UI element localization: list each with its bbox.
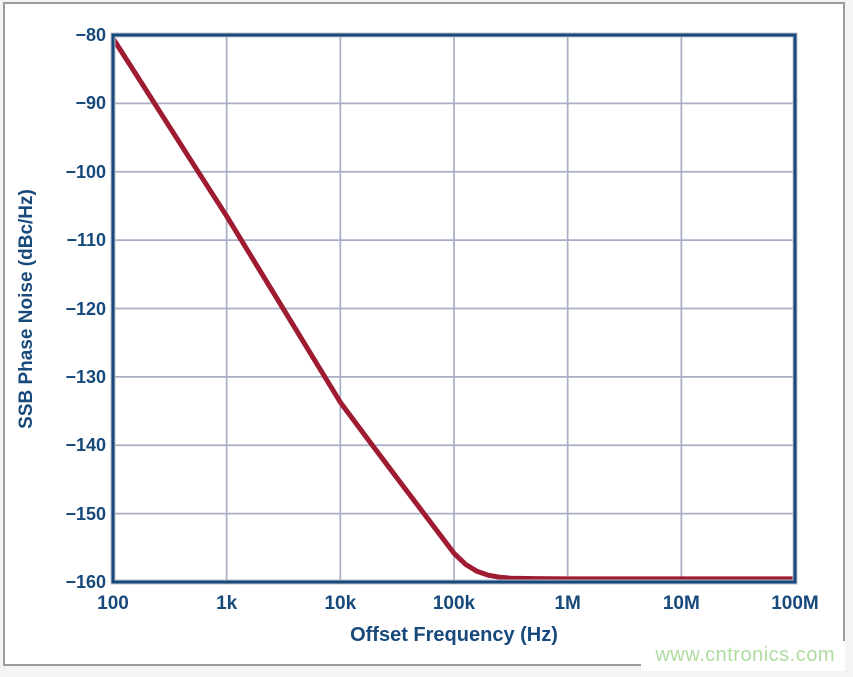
y-tick-label: −160 (65, 572, 106, 592)
y-axis-title: SSB Phase Noise (dBc/Hz) (16, 189, 37, 429)
x-tick-label: 1k (216, 593, 238, 614)
y-tick-label: −120 (65, 298, 106, 319)
x-tick-label: 100M (771, 593, 819, 614)
plot-area (110, 32, 798, 585)
phase-noise-curve (110, 35, 798, 582)
y-tick-label: −80 (75, 25, 106, 45)
y-tick-label: −130 (65, 366, 106, 387)
y-tick-label: −150 (65, 503, 106, 524)
y-tick-label: −110 (66, 230, 106, 251)
watermark-text: www.cntronics.com (641, 641, 845, 671)
x-tick-label: 100k (432, 593, 476, 614)
x-tick-label: 10k (324, 593, 357, 614)
y-tick-label: −100 (65, 161, 106, 182)
x-tick-label: 1M (554, 593, 581, 614)
plot-border (111, 33, 797, 584)
x-axis-title: Offset Frequency (Hz) (350, 624, 558, 646)
y-tick-label: −140 (65, 435, 106, 456)
x-tick-label: 10M (662, 593, 700, 614)
image-frame (3, 2, 845, 666)
x-tick-label: 100 (97, 593, 129, 614)
y-tick-label: −90 (75, 93, 106, 114)
